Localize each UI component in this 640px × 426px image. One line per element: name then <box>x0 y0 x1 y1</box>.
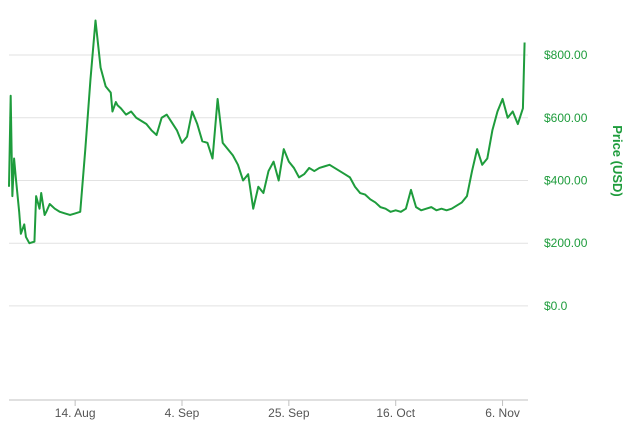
y-axis-title: Price (USD) <box>610 125 625 197</box>
series-layer <box>8 19 526 245</box>
y-tick-label: $200.00 <box>544 236 588 250</box>
x-tick-label: 6. Nov <box>485 406 520 420</box>
y-tick-label: $400.00 <box>544 173 588 187</box>
y-axis-ticks: $0.0 $200.00 $400.00 $600.00 $800.00 <box>544 48 588 313</box>
x-tick-label: 14. Aug <box>55 406 96 420</box>
y-tick-label: $0.0 <box>544 299 568 313</box>
price-line-series-0 <box>8 19 526 245</box>
gridlines <box>9 54 528 307</box>
y-tick-label: $800.00 <box>544 48 588 62</box>
x-tick-label: 25. Sep <box>268 406 310 420</box>
x-tick-label: 4. Sep <box>165 406 200 420</box>
x-tick-label: 16. Oct <box>376 406 415 420</box>
y-tick-label: $600.00 <box>544 111 588 125</box>
x-axis: 14. Aug 4. Sep 25. Sep 16. Oct 6. Nov <box>9 399 528 420</box>
